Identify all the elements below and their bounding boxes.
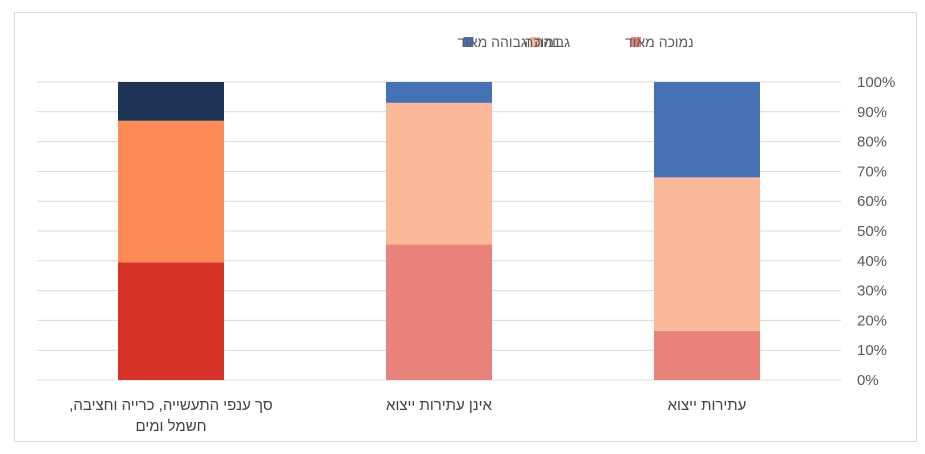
x-category-label: סך ענפי התעשייה, כרייה וחציבה, <box>69 397 273 414</box>
chart-frame: 0% 10% 20% 30% 40% 50% 60% 70% 80% 90% 100% עתירות … <box>14 12 917 442</box>
y-tick-label: 60% <box>857 193 887 210</box>
y-tick-label: 50% <box>857 223 887 240</box>
bar-segment <box>386 244 492 380</box>
y-tick-label: 80% <box>857 134 887 151</box>
bar-segment <box>654 82 760 178</box>
legend-label: נמוכה <box>524 34 559 50</box>
y-tick-label: 10% <box>857 342 887 359</box>
x-category-label: אינן עתירות ייצוא <box>386 397 493 414</box>
bar-segment <box>654 177 760 331</box>
bar-segment <box>386 82 492 103</box>
legend-swatch <box>530 37 541 47</box>
y-tick-label: 100% <box>857 74 895 91</box>
y-tick-label: 20% <box>857 312 887 329</box>
legend-label: גבוהה וגבוהה מאוד <box>457 34 570 50</box>
y-tick-label: 40% <box>857 253 887 270</box>
bar-segment <box>118 120 224 263</box>
legend-label: נמוכה מאוד <box>625 34 694 50</box>
y-tick-label: 0% <box>857 372 879 389</box>
bar-segment <box>118 82 224 121</box>
bar-segment <box>654 330 760 380</box>
legend-swatch <box>631 37 641 47</box>
y-tick-label: 90% <box>857 104 887 121</box>
bar-segment <box>386 102 492 245</box>
stacked-bar-chart: 0% 10% 20% 30% 40% 50% 60% 70% 80% 90% 100% עתירות … <box>37 34 895 435</box>
legend-swatch <box>463 37 474 47</box>
x-category-label: עתירות ייצוא <box>668 397 747 414</box>
x-category-label: חשמל ומים <box>135 418 206 435</box>
bar-segment <box>118 262 224 380</box>
y-tick-label: 70% <box>857 163 887 180</box>
y-tick-label: 30% <box>857 283 887 300</box>
